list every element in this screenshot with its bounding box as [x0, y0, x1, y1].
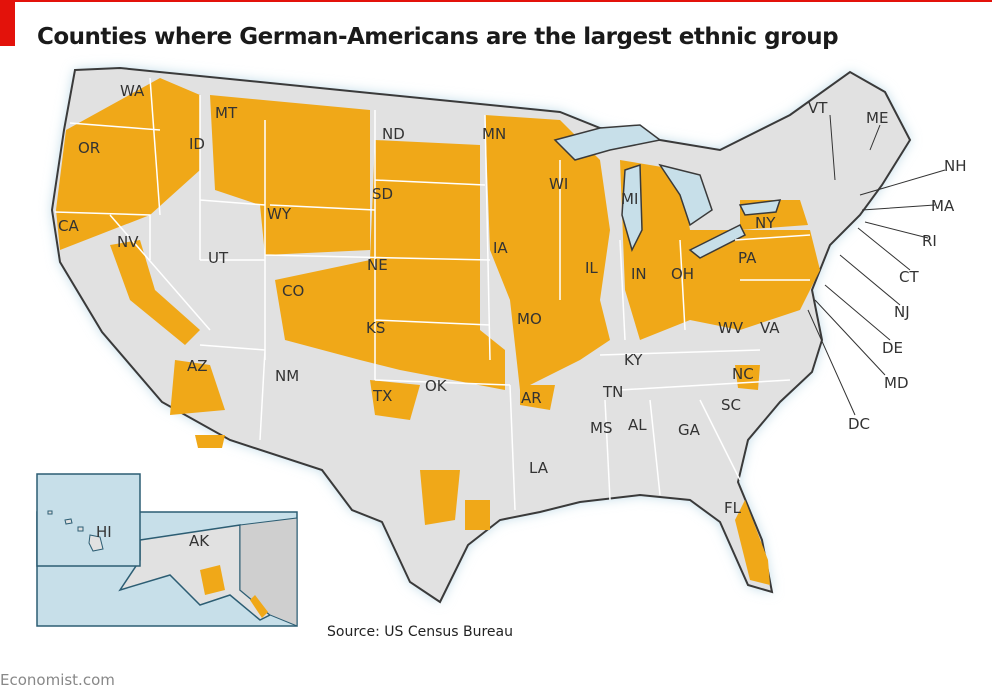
label-in: IN — [631, 265, 647, 283]
label-ca: CA — [58, 217, 79, 235]
label-hi: HI — [96, 523, 112, 541]
lake-erie — [688, 223, 747, 259]
brand-footer: Economist.com — [0, 671, 115, 689]
region-great-lakes-east — [620, 160, 820, 340]
label-vt: VT — [808, 99, 828, 117]
state-labels: WA OR ID MT ND MN WI MI WY SD NY CA NV U… — [58, 82, 967, 517]
label-ar: AR — [521, 389, 542, 407]
region-midwest — [485, 115, 610, 390]
label-de: DE — [882, 339, 903, 357]
great-lakes — [553, 124, 782, 259]
label-co: CO — [282, 282, 304, 300]
lake-huron — [658, 163, 713, 227]
brand-red-bar — [0, 0, 15, 46]
label-ks: KS — [366, 319, 385, 337]
label-sc: SC — [721, 396, 741, 414]
region-nc — [735, 365, 760, 390]
state-borders — [54, 77, 811, 511]
region-pacific-nw — [56, 78, 200, 250]
label-sd: SD — [372, 185, 393, 203]
label-ri: RI — [922, 232, 937, 250]
label-ne: NE — [367, 256, 388, 274]
label-mn: MN — [482, 125, 506, 143]
region-tx-south2 — [465, 500, 490, 530]
label-wa: WA — [120, 82, 145, 100]
region-az — [170, 360, 225, 415]
label-ak: AK — [189, 532, 210, 550]
label-ms: MS — [590, 419, 612, 437]
label-ia: IA — [493, 239, 508, 257]
label-mo: MO — [517, 310, 542, 328]
label-tn: TN — [602, 383, 623, 401]
label-nh: NH — [944, 157, 967, 175]
region-plains — [275, 140, 505, 390]
label-nj: NJ — [894, 303, 910, 321]
region-tx-south — [420, 470, 460, 525]
label-oh: OH — [671, 265, 694, 283]
label-nc: NC — [732, 365, 754, 383]
top-rule — [0, 0, 992, 2]
label-al: AL — [628, 416, 647, 434]
label-dc: DC — [848, 415, 870, 433]
region-mt-wy — [210, 95, 370, 255]
label-il: IL — [585, 259, 598, 277]
label-nv: NV — [117, 233, 139, 251]
lake-ontario — [738, 199, 782, 216]
label-la: LA — [529, 459, 549, 477]
label-tx: TX — [372, 387, 392, 405]
lake-superior — [553, 124, 662, 161]
hawaii-inset: HI — [36, 473, 141, 567]
highlighted-counties — [56, 78, 820, 585]
label-fl: FL — [724, 499, 742, 517]
leader-lines — [807, 114, 946, 416]
region-tx-panhandle — [370, 380, 420, 420]
label-ny: NY — [755, 214, 776, 232]
label-nm: NM — [275, 367, 299, 385]
label-ct: CT — [899, 268, 919, 286]
label-wy: WY — [267, 205, 292, 223]
lake-michigan — [621, 163, 643, 253]
label-wi: WI — [549, 175, 568, 193]
region-fl — [735, 500, 770, 585]
page-title: Counties where German-Americans are the … — [37, 24, 839, 50]
source-note: Source: US Census Bureau — [327, 624, 513, 640]
region-ar — [520, 385, 555, 410]
label-mt: MT — [215, 104, 238, 122]
label-nd: ND — [382, 125, 405, 143]
region-nv — [110, 240, 200, 345]
label-mi: MI — [621, 190, 638, 208]
label-va: VA — [760, 319, 780, 337]
label-or: OR — [78, 139, 100, 157]
label-id: ID — [189, 135, 205, 153]
label-pa: PA — [738, 249, 757, 267]
label-wv: WV — [718, 319, 744, 337]
label-ky: KY — [624, 351, 643, 369]
label-ga: GA — [678, 421, 701, 439]
label-me: ME — [866, 109, 888, 127]
label-az: AZ — [187, 357, 208, 375]
region-nm — [195, 435, 225, 448]
label-ut: UT — [208, 249, 229, 267]
label-md: MD — [884, 374, 909, 392]
label-ma: MA — [931, 197, 955, 215]
label-ok: OK — [425, 377, 448, 395]
